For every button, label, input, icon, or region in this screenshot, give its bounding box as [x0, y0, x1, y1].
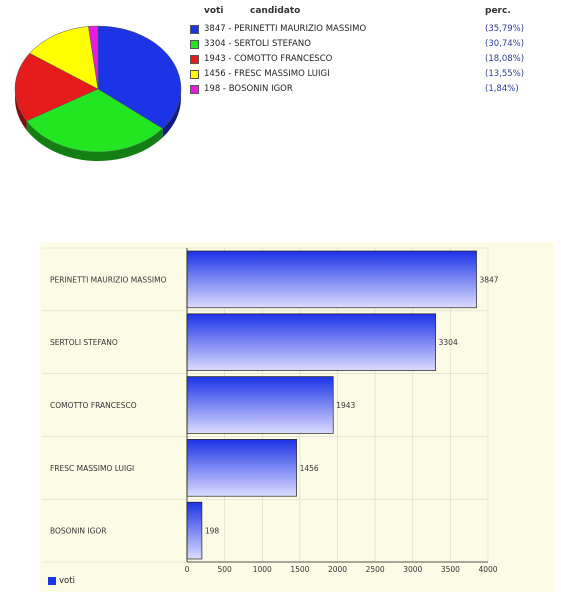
pie-slice	[97, 25, 182, 129]
pie-slice	[88, 25, 99, 90]
bar	[186, 250, 477, 309]
legend-label: 198 - BOSONIN IGOR	[204, 84, 293, 94]
legend-row: 3304 - SERTOLI STEFANO (30,74%)	[190, 37, 550, 52]
legend-percent: (18,08%)	[485, 54, 525, 64]
value-label: 3304	[439, 338, 458, 347]
legend-percent: (13,55%)	[485, 69, 525, 79]
bar-legend-label: voti	[59, 576, 75, 586]
bar-chart: PERINETTI MAURIZIO MASSIMO 3847 SERTOLI ST…	[42, 247, 499, 574]
bar	[186, 439, 297, 497]
x-tick-label: 0	[185, 565, 190, 574]
pie-legend: voti candidato perc. 3847 - PERINETTI MA…	[190, 6, 550, 97]
category-label: SERTOLI STEFANO	[50, 338, 118, 347]
x-tick-label: 500	[217, 565, 232, 574]
pie-legend-header: voti candidato perc.	[190, 6, 550, 22]
category-label: PERINETTI MAURIZIO MASSIMO	[50, 275, 167, 284]
category-label: BOSONIN IGOR	[50, 527, 107, 536]
pie-chart	[14, 25, 182, 161]
legend-percent: (30,74%)	[485, 39, 525, 49]
legend-swatch	[190, 70, 199, 79]
legend-label: 3847 - PERINETTI MAURIZIO MASSIMO	[204, 24, 367, 34]
bar	[186, 501, 203, 560]
legend-swatch	[190, 40, 199, 49]
category-label: FRESC MASSIMO LUIGI	[50, 464, 134, 473]
legend-row: 1943 - COMOTTO FRANCESCO (18,08%)	[190, 52, 550, 67]
pie-slice	[29, 26, 99, 90]
legend-swatch	[190, 85, 199, 94]
pie-slice	[26, 88, 164, 153]
pie-slice-side	[26, 120, 163, 161]
x-tick-label: 2500	[366, 565, 385, 574]
header-percent: perc.	[485, 6, 511, 16]
pie-slice-side	[162, 89, 181, 138]
legend-label: 3304 - SERTOLI STEFANO	[204, 39, 311, 49]
x-tick-label: 3500	[441, 565, 460, 574]
bar-legend-swatch	[48, 576, 56, 585]
bar-legend: voti	[48, 576, 75, 586]
x-tick-label: 2000	[328, 565, 347, 574]
legend-label: 1943 - COMOTTO FRANCESCO	[204, 54, 333, 64]
pie-slice	[14, 52, 99, 122]
header-candidate: candidato	[250, 6, 301, 16]
value-label: 1943	[336, 401, 355, 410]
x-tick-label: 3000	[403, 565, 422, 574]
bar	[186, 313, 436, 371]
legend-row: 1456 - FRESC MASSIMO LUIGI (13,55%)	[190, 67, 550, 82]
category-label: COMOTTO FRANCESCO	[50, 401, 137, 410]
bar	[186, 376, 334, 434]
x-tick-label: 4000	[478, 565, 497, 574]
x-tick-label: 1000	[253, 565, 272, 574]
header-votes: voti	[204, 6, 224, 16]
legend-percent: (1,84%)	[485, 84, 519, 94]
value-label: 1456	[300, 464, 319, 473]
legend-swatch	[190, 25, 199, 34]
x-tick-label: 1500	[290, 565, 309, 574]
legend-percent: (35,79%)	[485, 24, 525, 34]
legend-label: 1456 - FRESC MASSIMO LUIGI	[204, 69, 330, 79]
legend-swatch	[190, 55, 199, 64]
bar-chart-panel: PERINETTI MAURIZIO MASSIMO 3847 SERTOLI ST…	[40, 242, 554, 592]
value-label: 198	[205, 527, 220, 536]
legend-row: 3847 - PERINETTI MAURIZIO MASSIMO (35,79…	[190, 22, 550, 37]
value-label: 3847	[479, 275, 498, 284]
legend-row: 198 - BOSONIN IGOR (1,84%)	[190, 82, 550, 97]
pie-slice-side	[15, 89, 27, 130]
